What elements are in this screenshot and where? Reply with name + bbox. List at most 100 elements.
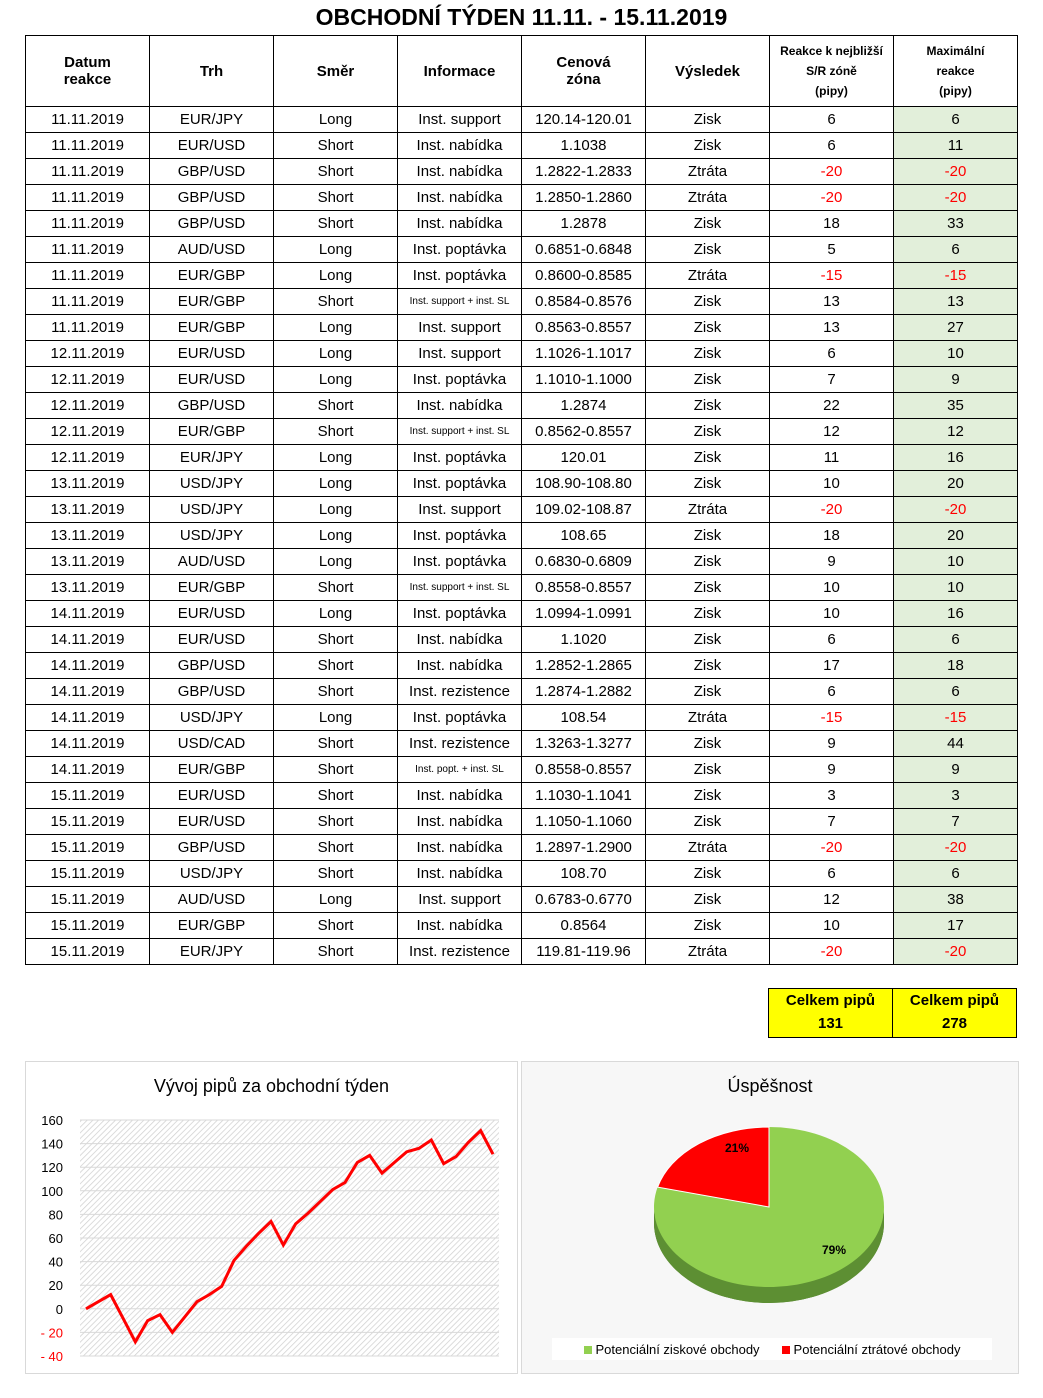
cell-market: USD/JPY — [149, 860, 274, 887]
cell-date: 11.11.2019 — [25, 210, 150, 237]
cell-result: Ztráta — [645, 704, 770, 731]
y-tick-label: - 40 — [41, 1349, 63, 1364]
cell-info: Inst. poptávka — [397, 600, 522, 627]
table-row: 15.11.2019 EUR/USD Short Inst. nabídka 1.103… — [25, 782, 1018, 809]
table-row: 11.11.2019 EUR/JPY Long Inst. support 120.14… — [25, 106, 1018, 133]
cell-date: 13.11.2019 — [25, 522, 150, 549]
cell-result: Zisk — [645, 600, 770, 627]
cell-max: 6 — [893, 236, 1018, 263]
cell-market: GBP/USD — [149, 184, 274, 211]
cell-direction: Long — [273, 262, 398, 289]
cell-info: Inst. rezistence — [397, 938, 522, 965]
table-row: 14.11.2019 GBP/USD Short Inst. nabídka 1.285… — [25, 652, 1018, 679]
cell-max: 18 — [893, 652, 1018, 679]
cell-zone: 108.70 — [521, 860, 646, 887]
cell-date: 15.11.2019 — [25, 782, 150, 809]
cell-direction: Long — [273, 470, 398, 497]
cell-max: -20 — [893, 834, 1018, 861]
cell-zone: 1.2852-1.2865 — [521, 652, 646, 679]
cell-reaction: 10 — [769, 470, 894, 497]
cell-result: Zisk — [645, 782, 770, 809]
cell-info: Inst. support + inst. SL — [397, 418, 522, 445]
cell-info: Inst. nabídka — [397, 912, 522, 939]
cell-market: EUR/GBP — [149, 262, 274, 289]
cell-date: 11.11.2019 — [25, 184, 150, 211]
pie-chart-title: Úspěšnost — [727, 1076, 813, 1096]
cell-result: Zisk — [645, 860, 770, 887]
cell-direction: Short — [273, 756, 398, 783]
total-reaction: Celkem pipů 131 — [768, 988, 893, 1038]
pie-label-win: 79% — [822, 1243, 846, 1257]
cell-info: Inst. rezistence — [397, 678, 522, 705]
cell-direction: Short — [273, 132, 398, 159]
cell-date: 14.11.2019 — [25, 600, 150, 627]
y-tick-label: 160 — [41, 1113, 63, 1128]
cell-info: Inst. support — [397, 314, 522, 341]
cell-date: 11.11.2019 — [25, 236, 150, 263]
cell-reaction: -15 — [769, 704, 894, 731]
cell-date: 11.11.2019 — [25, 106, 150, 133]
cell-market: EUR/USD — [149, 626, 274, 653]
table-row: 14.11.2019 EUR/GBP Short Inst. popt. + inst… — [25, 756, 1018, 783]
cell-info: Inst. rezistence — [397, 730, 522, 757]
cell-direction: Short — [273, 392, 398, 419]
cell-max: 9 — [893, 756, 1018, 783]
cell-direction: Short — [273, 938, 398, 965]
cell-direction: Short — [273, 574, 398, 601]
cell-direction: Long — [273, 496, 398, 523]
cell-market: USD/CAD — [149, 730, 274, 757]
table-row: 13.11.2019 USD/JPY Long Inst. support 109.02… — [25, 496, 1018, 523]
cell-max: -20 — [893, 184, 1018, 211]
cell-result: Zisk — [645, 444, 770, 471]
cell-direction: Long — [273, 886, 398, 913]
cell-zone: 120.01 — [521, 444, 646, 471]
cell-direction: Short — [273, 912, 398, 939]
cell-zone: 0.8564 — [521, 912, 646, 939]
cell-info: Inst. poptávka — [397, 444, 522, 471]
cell-result: Ztráta — [645, 938, 770, 965]
cell-date: 14.11.2019 — [25, 652, 150, 679]
cell-zone: 1.1030-1.1041 — [521, 782, 646, 809]
cell-direction: Short — [273, 184, 398, 211]
cell-market: EUR/GBP — [149, 314, 274, 341]
cell-market: GBP/USD — [149, 392, 274, 419]
cell-reaction: 22 — [769, 392, 894, 419]
cell-reaction: -20 — [769, 158, 894, 185]
cell-reaction: -20 — [769, 496, 894, 523]
cell-market: GBP/USD — [149, 210, 274, 237]
cell-reaction: 5 — [769, 236, 894, 263]
cell-result: Ztráta — [645, 184, 770, 211]
table-row: 15.11.2019 AUD/USD Long Inst. support 0.6783… — [25, 886, 1018, 913]
cell-max: 20 — [893, 470, 1018, 497]
table-row: 14.11.2019 EUR/USD Short Inst. nabídka 1.102… — [25, 626, 1018, 653]
cell-direction: Short — [273, 158, 398, 185]
cell-date: 14.11.2019 — [25, 756, 150, 783]
table-row: 14.11.2019 GBP/USD Short Inst. rezistence 1.… — [25, 678, 1018, 705]
cell-direction: Long — [273, 548, 398, 575]
cell-max: 38 — [893, 886, 1018, 913]
cell-market: GBP/USD — [149, 652, 274, 679]
cell-market: EUR/USD — [149, 600, 274, 627]
pie-label-loss: 21% — [725, 1141, 749, 1155]
y-tick-label: 120 — [41, 1160, 63, 1175]
cell-date: 13.11.2019 — [25, 470, 150, 497]
cell-market: AUD/USD — [149, 236, 274, 263]
table-row: 11.11.2019 GBP/USD Short Inst. nabídka 1.285… — [25, 184, 1018, 211]
cell-reaction: 9 — [769, 730, 894, 757]
cell-date: 14.11.2019 — [25, 704, 150, 731]
cell-reaction: -15 — [769, 262, 894, 289]
cell-result: Zisk — [645, 132, 770, 159]
cell-max: 27 — [893, 314, 1018, 341]
cell-max: 6 — [893, 678, 1018, 705]
cell-reaction: 6 — [769, 340, 894, 367]
cell-zone: 1.2878 — [521, 210, 646, 237]
y-tick-label: 20 — [49, 1278, 63, 1293]
table-row: 11.11.2019 GBP/USD Short Inst. nabídka 1.287… — [25, 210, 1018, 237]
cell-result: Zisk — [645, 210, 770, 237]
cell-date: 11.11.2019 — [25, 262, 150, 289]
cell-max: 6 — [893, 626, 1018, 653]
cell-reaction: 6 — [769, 860, 894, 887]
cell-date: 15.11.2019 — [25, 834, 150, 861]
pie-chart: Úspěšnost 21% 79% Potenciální ziskové obc… — [521, 1061, 1019, 1374]
header-zone: Cenová zóna — [521, 35, 646, 107]
